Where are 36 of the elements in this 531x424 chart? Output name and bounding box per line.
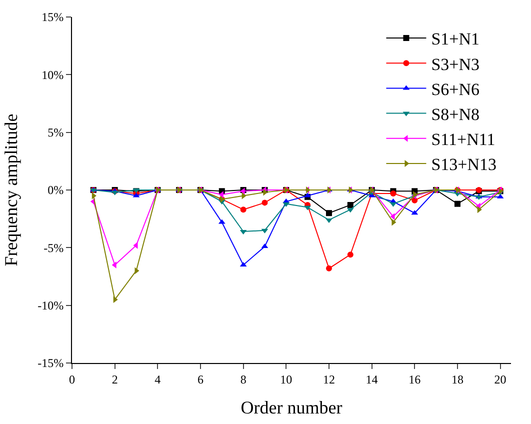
y-tick-label: -15% <box>38 356 64 370</box>
x-tick-label: 0 <box>69 372 75 386</box>
y-tick-label: -10% <box>38 298 64 313</box>
legend-label: S3+N3 <box>431 54 480 74</box>
x-tick-label: 8 <box>240 372 246 386</box>
x-tick-label: 2 <box>112 372 118 386</box>
y-tick-label: 15% <box>42 10 64 24</box>
x-tick-label: 20 <box>494 372 506 386</box>
y-axis-title: Frequency amplitude <box>0 114 21 266</box>
point <box>347 252 354 258</box>
point <box>326 210 332 216</box>
x-tick-label: 6 <box>197 372 204 386</box>
y-tick-label: 0% <box>48 183 64 198</box>
legend-label: S1+N1 <box>431 30 480 49</box>
point <box>262 200 268 206</box>
x-tick-label: 12 <box>322 372 335 386</box>
y-tick-label: 5% <box>48 126 64 140</box>
x-tick-label: 10 <box>280 372 292 386</box>
point <box>112 262 116 268</box>
point <box>326 265 332 272</box>
legend-label: S11+N11 <box>431 130 496 150</box>
x-tick-label: 14 <box>366 372 378 386</box>
y-tick-label: 10% <box>42 68 64 82</box>
x-tick-label: 16 <box>408 372 421 386</box>
y-tick-label: -5% <box>44 240 64 255</box>
x-tick-label: 18 <box>451 372 464 386</box>
point <box>390 213 395 220</box>
legend-label: S8+N8 <box>431 104 480 124</box>
legend-label: S6+N6 <box>431 80 480 99</box>
point <box>454 200 460 207</box>
x-tick-label: 4 <box>154 372 161 386</box>
x-axis-title: Order number <box>240 398 342 418</box>
point <box>347 202 354 208</box>
legend-label: S13+N13 <box>431 155 497 174</box>
point <box>240 206 246 213</box>
point <box>326 218 332 223</box>
